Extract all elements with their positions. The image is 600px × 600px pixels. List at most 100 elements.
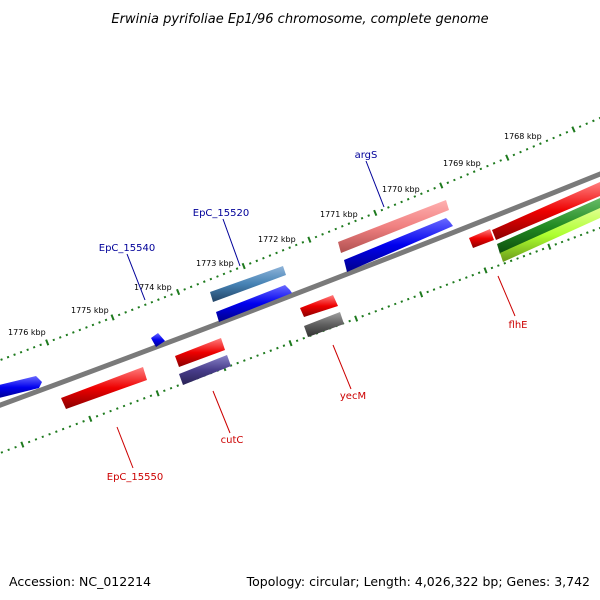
scale-labels: 1776 kbp 1775 kbp 1774 kbp 1773 kbp 1772…	[8, 132, 542, 337]
gene-flhE-arrow[interactable]	[469, 229, 494, 248]
gene-label-argS[interactable]: argS	[355, 150, 378, 161]
inner-major-tick	[155, 390, 160, 397]
outer-minor-tick	[124, 311, 127, 314]
inner-minor-tick	[579, 233, 583, 237]
outer-minor-tick	[144, 303, 147, 307]
outer-minor-tick	[321, 233, 324, 236]
gene-cutC-arrow[interactable]	[175, 338, 225, 367]
inner-minor-tick	[592, 229, 595, 232]
inner-major-tick	[20, 441, 25, 448]
outer-minor-tick	[32, 346, 36, 349]
outer-minor-tick	[492, 161, 496, 165]
gene-label-flhE[interactable]: flhE	[509, 320, 528, 331]
outer-minor-tick	[216, 275, 219, 278]
inner-minor-tick	[413, 295, 416, 299]
gene-label-EpC-15520[interactable]: EpC_15520	[193, 208, 249, 219]
inner-minor-tick	[0, 451, 4, 454]
gene-yecM-arrow[interactable]	[304, 312, 344, 337]
outer-minor-tick	[446, 181, 450, 185]
inner-minor-tick	[95, 414, 99, 418]
inner-minor-tick	[367, 312, 371, 316]
inner-minor-tick	[236, 361, 239, 365]
outer-scale-ticks	[0, 116, 600, 361]
outer-minor-tick	[98, 321, 101, 324]
gene-label-EpC-15550[interactable]: EpC_15550	[107, 472, 163, 483]
inner-minor-tick	[163, 389, 166, 393]
gene-left-forward-arrow[interactable]	[0, 376, 42, 399]
gene-label-cutC[interactable]: cutC	[221, 435, 244, 446]
inner-minor-tick	[380, 307, 384, 311]
outer-major-tick	[373, 209, 378, 216]
gene-yecM-upper-arrow[interactable]	[300, 295, 338, 317]
inner-minor-tick	[471, 273, 475, 277]
inner-minor-tick	[586, 231, 589, 234]
outer-feature-ring	[0, 200, 453, 399]
gene-right-reverse-arrow[interactable]	[492, 182, 600, 240]
outer-minor-tick	[413, 195, 417, 198]
inner-minor-tick	[48, 432, 51, 436]
inner-minor-tick	[490, 266, 494, 270]
inner-minor-tick	[387, 305, 391, 308]
outer-minor-tick	[472, 170, 476, 173]
gene-EpC-15550-arrow[interactable]	[61, 367, 147, 409]
gene-label-yecM[interactable]: yecM	[340, 391, 366, 402]
outer-minor-tick	[6, 355, 10, 359]
map-title: Erwinia pyrifoliae Ep1/96 chromosome, co…	[111, 12, 488, 27]
inner-minor-tick	[432, 288, 436, 291]
outer-minor-tick	[26, 348, 29, 352]
inner-minor-tick	[554, 243, 558, 246]
outer-minor-tick	[499, 159, 503, 162]
gene-label-EpC-15540[interactable]: EpC_15540	[99, 243, 155, 254]
outer-minor-tick	[545, 139, 549, 143]
outer-minor-tick	[479, 167, 483, 171]
outer-minor-tick	[65, 333, 69, 337]
outer-minor-tick	[565, 130, 569, 134]
outer-minor-tick	[592, 119, 595, 123]
outer-minor-tick	[91, 323, 95, 327]
outer-minor-tick	[525, 147, 529, 151]
gene-EpC-15520-upper-arrow[interactable]	[210, 266, 286, 302]
inner-major-tick	[288, 340, 293, 347]
inner-minor-tick	[509, 259, 513, 263]
inner-minor-tick	[7, 448, 10, 452]
leader-yecM	[332, 344, 352, 390]
tick-label-1771: 1771 kbp	[320, 210, 358, 219]
inner-minor-tick	[262, 351, 266, 355]
gene-EpC-15520-arrow[interactable]	[216, 285, 292, 322]
gene-forward-cds-arrow[interactable]	[344, 218, 453, 272]
outer-major-tick	[176, 288, 181, 296]
outer-minor-tick	[137, 306, 141, 309]
outer-minor-tick	[466, 173, 469, 176]
outer-minor-tick	[19, 350, 23, 354]
inner-minor-tick	[229, 364, 233, 367]
inner-minor-tick	[439, 285, 442, 289]
outer-minor-tick	[327, 230, 331, 233]
outer-major-tick	[505, 154, 510, 161]
inner-minor-tick	[465, 276, 468, 279]
inner-minor-tick	[276, 346, 279, 350]
inner-minor-tick	[61, 427, 65, 431]
outer-minor-tick	[314, 235, 318, 239]
outer-minor-tick	[157, 298, 160, 301]
leader-EpC-15540	[126, 253, 146, 301]
outer-minor-tick	[400, 200, 403, 204]
outer-minor-tick	[367, 214, 370, 217]
outer-minor-tick	[406, 197, 410, 201]
outer-minor-tick	[209, 277, 213, 281]
outer-minor-tick	[85, 326, 88, 329]
inner-minor-tick	[516, 257, 519, 260]
gene-cutC-lower-arrow[interactable]	[179, 355, 231, 385]
inner-minor-tick	[169, 386, 173, 390]
gene-argS-arrow[interactable]	[338, 200, 449, 253]
outer-minor-tick	[347, 222, 351, 225]
outer-minor-tick	[360, 216, 364, 220]
gene-right-green-arrow[interactable]	[497, 198, 600, 254]
gene-right-lime-arrow[interactable]	[500, 208, 600, 262]
leader-EpC-15550	[116, 426, 134, 469]
gene-EpC-15540-arrow[interactable]	[151, 333, 165, 347]
inner-minor-tick	[27, 440, 31, 444]
tick-label-1769: 1769 kbp	[443, 159, 481, 168]
inner-major-tick	[88, 415, 93, 422]
inner-minor-tick	[503, 261, 507, 265]
inner-minor-tick	[14, 445, 17, 449]
